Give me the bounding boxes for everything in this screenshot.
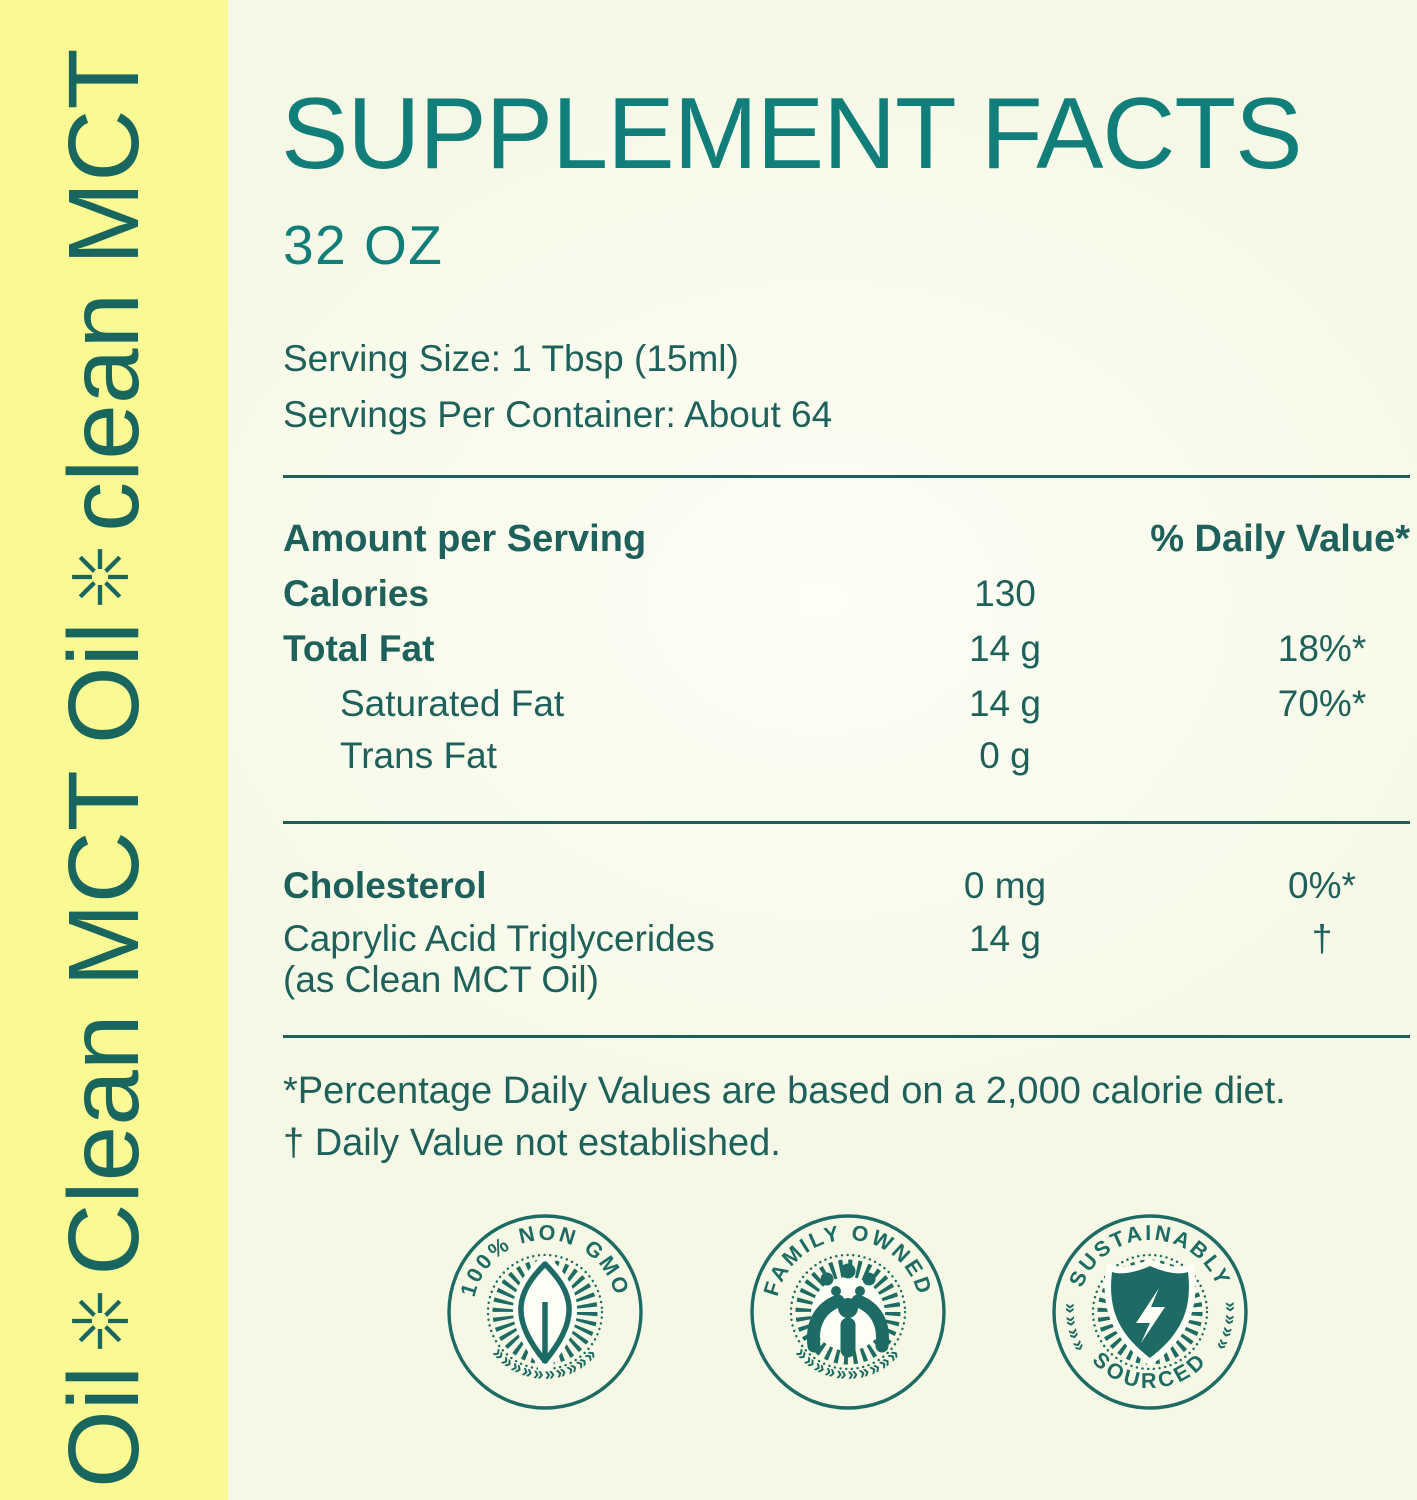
svg-text:««««: «««« [1059,1301,1090,1355]
strip-segment: clean MCT [48,48,160,532]
divider [283,475,1410,478]
family-owned-badge: FAMILY OWNED»»»»»»»»»» [750,1214,946,1410]
row-amount: 0 mg [963,865,1047,906]
serving-size-line: Serving Size: 1 Tbsp (15ml) [283,338,739,379]
row-daily-value: 18%* [1277,628,1367,669]
row-daily-value: 70%* [1277,683,1367,724]
row-amount: 0 g [979,735,1031,776]
row-label: Calories [283,573,430,614]
row-label: Trans Fat [340,735,497,776]
divider [283,821,1410,824]
table-header-daily-value: % Daily Value* [1150,518,1410,560]
lightning-bolt-icon [1104,1258,1196,1367]
divider [283,1035,1410,1038]
leaf-icon [513,1256,577,1370]
servings-per-container-line: Servings Per Container: About 64 [283,394,833,435]
table-header-amount: Amount per Serving [283,518,647,560]
strip-segment: Clean MCT Oil [48,621,160,1276]
strip-segment: Oil [48,1365,160,1488]
footnote-dagger: † Daily Value not established. [283,1122,781,1164]
starburst-icon [71,1292,128,1349]
row-label: Caprylic Acid Triglycerides (as Clean MCT… [283,918,715,1001]
row-sublabel: (as Clean MCT Oil) [283,959,599,1001]
row-label: Saturated Fat [340,683,565,724]
footnote-asterisk: *Percentage Daily Values are based on a … [283,1070,1286,1112]
row-label: Cholesterol [283,865,487,906]
row-label: Total Fat [283,628,435,669]
non-gmo-badge: 100% NON GMO»»»»»»»»»» [447,1214,643,1410]
side-strip: Oil Clean MCT Oil clean MCT [0,0,228,1500]
page-title: SUPPLEMENT FACTS [281,78,1302,190]
row-amount: 14 g [968,918,1041,959]
row-daily-value: † [1311,918,1333,959]
svg-text:»»»»: »»»» [1210,1301,1241,1355]
row-amount: 14 g [968,683,1041,724]
strip-vertical-text: Oil Clean MCT Oil clean MCT [48,48,160,1500]
starburst-icon [71,549,128,605]
row-amount: 130 [974,573,1036,614]
size-label: 32 OZ [283,214,444,276]
row-daily-value: 0%* [1288,865,1356,906]
family-icon [806,1263,890,1358]
row-amount: 14 g [968,628,1041,669]
